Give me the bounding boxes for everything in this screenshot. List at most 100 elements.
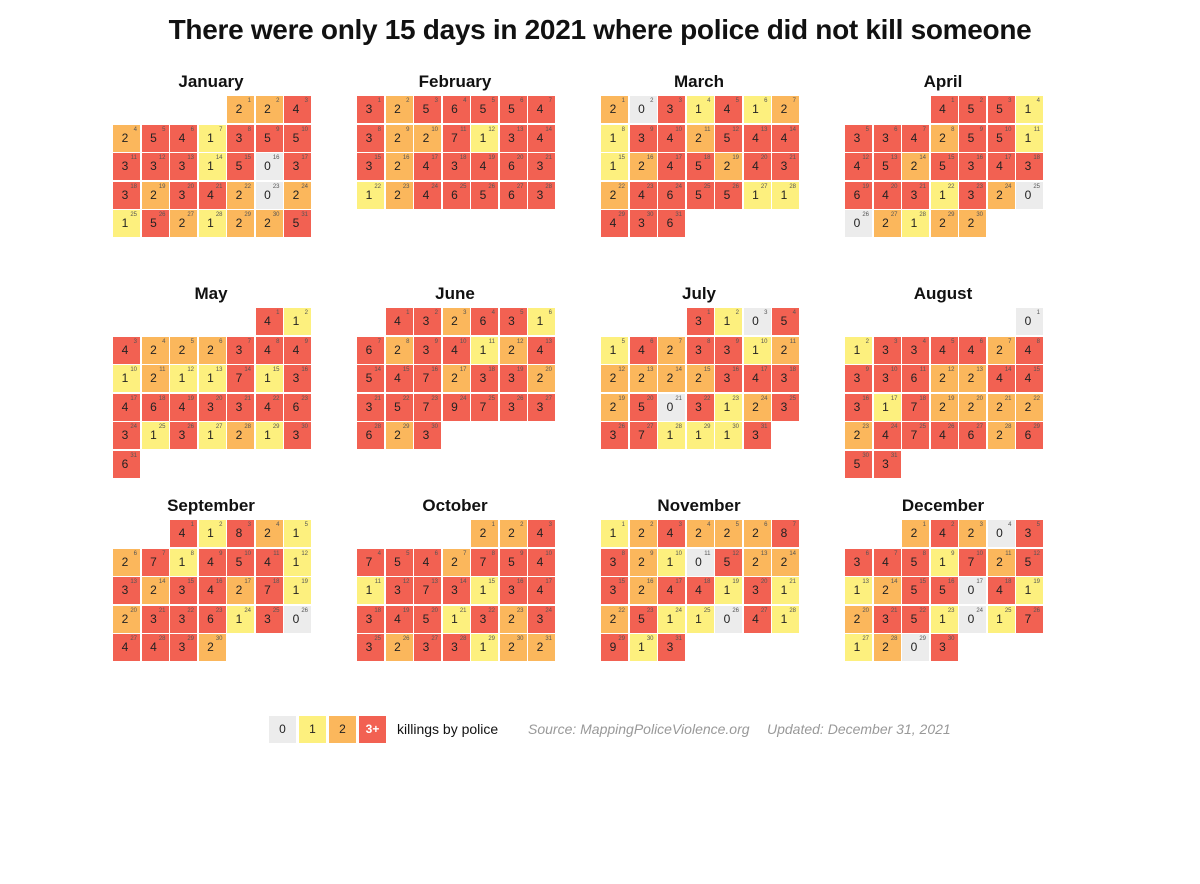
day-number: 12 — [516, 338, 524, 345]
day-cell: 5 10 — [284, 124, 311, 152]
day-number: 19 — [1033, 579, 1040, 585]
day-count: 4 — [536, 554, 544, 569]
day-count: 4 — [752, 159, 759, 173]
day-cell: 3 13 — [499, 124, 527, 152]
day-number: 1 — [406, 310, 410, 316]
day-number: 22 — [244, 183, 251, 190]
day-count: 7 — [451, 130, 458, 145]
day-number: 21 — [789, 579, 796, 585]
day-number: 21 — [215, 183, 223, 190]
day-count: 5 — [996, 102, 1003, 116]
day-number: 12 — [862, 155, 869, 161]
day-cell: 4 17 — [743, 365, 771, 392]
day-number: 11 — [130, 155, 137, 161]
day-number: 16 — [976, 155, 983, 161]
day-count: 3 — [235, 399, 243, 414]
day-number: 25 — [703, 183, 711, 190]
day-count: 2 — [178, 342, 186, 357]
day-number: 28 — [244, 424, 251, 430]
day-count: 2 — [121, 611, 129, 626]
day-cell: 3 20 — [743, 577, 771, 604]
day-number: 15 — [703, 367, 711, 373]
day-count: 5 — [394, 554, 401, 569]
day-count: 5 — [292, 216, 300, 230]
day-count: 4 — [422, 554, 430, 569]
day-number: 2 — [650, 522, 654, 528]
day-count: 3 — [451, 159, 458, 173]
day-cell: 1 27 — [743, 181, 771, 209]
day-count: 4 — [292, 102, 300, 116]
day-count: 3 — [121, 159, 129, 173]
day-cell: 2 11 — [686, 124, 714, 152]
day-number: 24 — [545, 607, 552, 614]
day-count: 3 — [121, 583, 129, 597]
day-count: 6 — [666, 187, 674, 202]
day-cell: 4 11 — [255, 548, 283, 576]
day-number: 3 — [548, 522, 552, 528]
day-cell: 4 12 — [845, 153, 872, 180]
day-count: 6 — [508, 159, 515, 173]
day-count: 1 — [1024, 130, 1032, 145]
day-count: 7 — [967, 554, 975, 569]
day-number: 2 — [276, 98, 280, 104]
day-number: 6 — [894, 126, 898, 133]
day-cell: 5 23 — [629, 605, 657, 633]
month-title: October — [422, 496, 488, 515]
day-number: 3 — [764, 310, 768, 316]
day-number: 9 — [951, 550, 955, 557]
day-count: 6 — [150, 399, 157, 414]
day-number: 7 — [463, 550, 467, 557]
day-number: 7 — [377, 338, 381, 345]
day-count: 5 — [479, 102, 487, 116]
day-count: 2 — [508, 640, 515, 654]
day-cell: 3 31 — [873, 450, 901, 478]
day-number: 7 — [678, 338, 682, 345]
day-count: 3 — [695, 314, 702, 328]
day-count: 2 — [609, 102, 617, 116]
day-number: 23 — [646, 183, 654, 190]
day-count: 2 — [508, 342, 515, 357]
day-count: 0 — [695, 554, 702, 569]
day-count: 4 — [666, 130, 674, 145]
day-count: 2 — [235, 583, 243, 597]
day-count: 1 — [121, 371, 129, 385]
day-number: 15 — [272, 367, 280, 373]
day-cell: 3 13 — [170, 153, 197, 180]
day-count: 4 — [451, 342, 458, 357]
day-cell: 4 29 — [601, 210, 628, 237]
day-count: 3 — [695, 399, 702, 414]
day-cell: 5 13 — [873, 153, 901, 180]
day-count: 1 — [536, 314, 544, 328]
day-cell: 5 22 — [902, 605, 929, 633]
day-count: 4 — [939, 342, 946, 357]
day-cell: 2 13 — [629, 365, 657, 392]
day-count: 2 — [853, 428, 861, 442]
day-number: 25 — [272, 607, 280, 614]
day-number: 1 — [922, 522, 926, 528]
day-count: 3 — [121, 428, 129, 442]
day-number: 10 — [760, 338, 768, 345]
day-count: 3 — [536, 187, 544, 202]
day-count: 2 — [609, 399, 617, 414]
day-count: 3 — [752, 583, 759, 597]
day-count: 2 — [235, 428, 243, 442]
day-count: 3 — [451, 640, 458, 654]
day-count: 1 — [207, 159, 214, 173]
day-count: 0 — [292, 611, 300, 626]
day-cell: 3 21 — [873, 605, 901, 633]
day-count: 1 — [752, 187, 759, 202]
day-count: 5 — [235, 159, 243, 173]
day-number: 4 — [491, 310, 495, 316]
day-count: 6 — [508, 187, 515, 202]
day-count: 1 — [853, 342, 861, 357]
day-count: 2 — [609, 187, 617, 202]
